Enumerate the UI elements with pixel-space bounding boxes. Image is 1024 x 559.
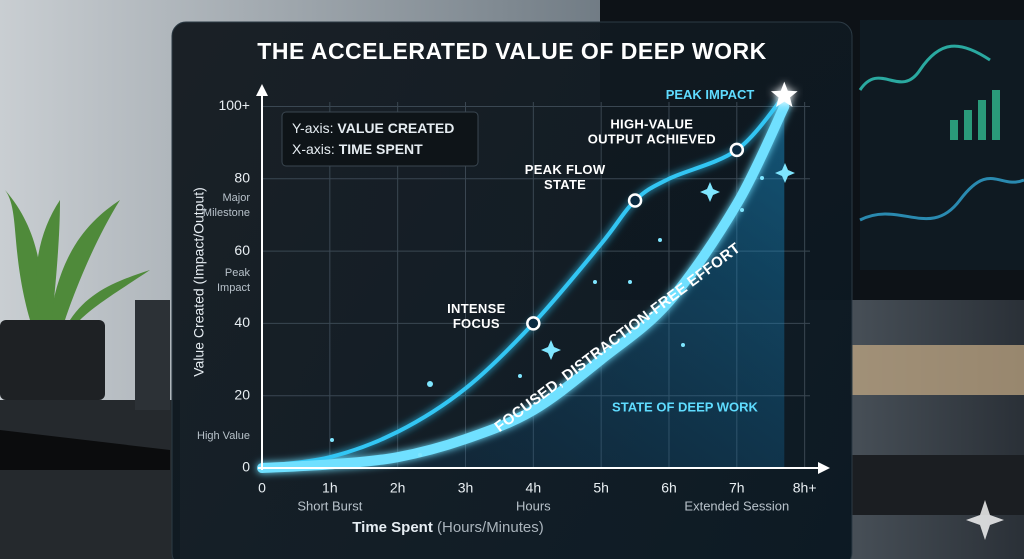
desk: [0, 400, 180, 559]
peak-label: PEAK IMPACT: [666, 87, 755, 102]
y-tick-label: 100+: [218, 97, 250, 113]
y-tick-label: 60: [234, 242, 250, 258]
milestone-point: [526, 316, 541, 331]
x-tick-label: 2h: [390, 480, 406, 496]
milestone-label: OUTPUT ACHIEVED: [588, 131, 716, 146]
y-tick-label: 20: [234, 386, 250, 402]
sparkle-icon: [966, 500, 1004, 540]
key-entry: Y-axis: VALUE CREATED: [292, 120, 454, 136]
x-tick-label: 3h: [458, 480, 474, 496]
x-side-label: Hours: [516, 498, 551, 513]
x-label-main: Time Spent: [352, 519, 433, 536]
y-axis-label: Value Created (Impact/Output): [191, 187, 207, 377]
milestone-point: [729, 142, 745, 158]
x-tick-label: 1h: [322, 480, 338, 496]
x-tick-label: 8h+: [793, 480, 817, 496]
plant-pot: [0, 320, 105, 400]
series-line: [260, 93, 787, 469]
peak-star: [770, 81, 798, 107]
region-label: STATE OF DEEP WORK: [612, 399, 759, 414]
milestone-point: [627, 193, 643, 208]
series-line: [257, 101, 790, 473]
x-axis-label: Time Spent (Hours/Minutes): [352, 519, 543, 536]
key-text: TIME SPENT: [339, 141, 423, 157]
milestone-label: INTENSE: [447, 301, 505, 316]
effort-area: [262, 106, 785, 468]
x-tick-label: 5h: [593, 480, 609, 496]
y-tick-label: 0: [242, 459, 250, 475]
decor-bars: [950, 90, 1000, 140]
y-tick-label: 80: [234, 169, 250, 185]
lamp-glow: [850, 345, 1024, 395]
milestone-label: PEAK FLOW: [525, 162, 606, 177]
x-tick-label: 6h: [661, 480, 677, 496]
decor-line: [858, 44, 991, 91]
milestone-label: FOCUS: [453, 316, 500, 331]
key-box: [281, 111, 479, 167]
y-arrow: [256, 84, 268, 96]
key-text: VALUE CREATED: [337, 120, 454, 136]
x-arrow: [818, 462, 830, 474]
chart-title: THE ACCELERATED VALUE OF DEEP WORK: [257, 38, 766, 64]
key-prefix: X-axis:: [292, 141, 335, 157]
pen-cup: [135, 300, 170, 410]
desk-pen: [0, 430, 170, 470]
milestone-label: HIGH-VALUE: [610, 116, 693, 131]
y-tick-label: 40: [234, 314, 250, 330]
x-side-label: Short Burst: [297, 498, 362, 513]
x-tick-label: 7h: [729, 480, 745, 496]
decor-sparkles: [330, 163, 795, 457]
x-tick-label: 0: [258, 480, 266, 496]
monitor-screen: [860, 20, 1024, 270]
y-side-label: Major Milestone: [203, 192, 250, 219]
decor-line: [859, 177, 1024, 222]
key-prefix: Y-axis:: [292, 120, 334, 136]
plant: [5, 190, 150, 320]
keyboard: [850, 455, 1024, 515]
y-side-label: Peak Impact: [217, 267, 251, 294]
y-side-label: High Value: [197, 430, 250, 442]
key-entry: X-axis: TIME SPENT: [292, 141, 423, 157]
x-side-label: Extended Session: [684, 498, 789, 513]
milestone-label: STATE: [544, 177, 586, 192]
x-tick-label: 4h: [526, 480, 542, 496]
x-label-detail: (Hours/Minutes): [437, 519, 544, 536]
